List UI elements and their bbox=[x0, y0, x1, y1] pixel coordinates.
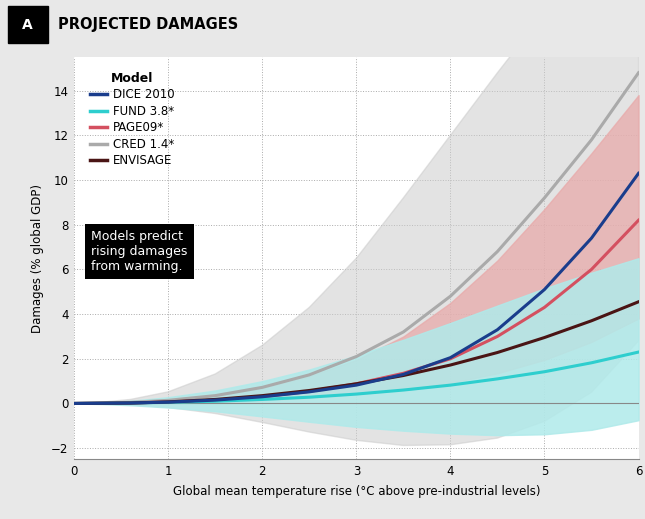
Text: A: A bbox=[23, 18, 33, 32]
Text: Models predict
rising damages
from warming.: Models predict rising damages from warmi… bbox=[91, 230, 188, 273]
Y-axis label: Damages (% global GDP): Damages (% global GDP) bbox=[32, 184, 45, 333]
Text: PROJECTED DAMAGES: PROJECTED DAMAGES bbox=[58, 17, 238, 32]
X-axis label: Global mean temperature rise (°C above pre-industrial levels): Global mean temperature rise (°C above p… bbox=[173, 485, 540, 498]
FancyBboxPatch shape bbox=[8, 6, 48, 44]
Legend: DICE 2010, FUND 3.8*, PAGE09*, CRED 1.4*, ENVISAGE: DICE 2010, FUND 3.8*, PAGE09*, CRED 1.4*… bbox=[86, 67, 179, 172]
